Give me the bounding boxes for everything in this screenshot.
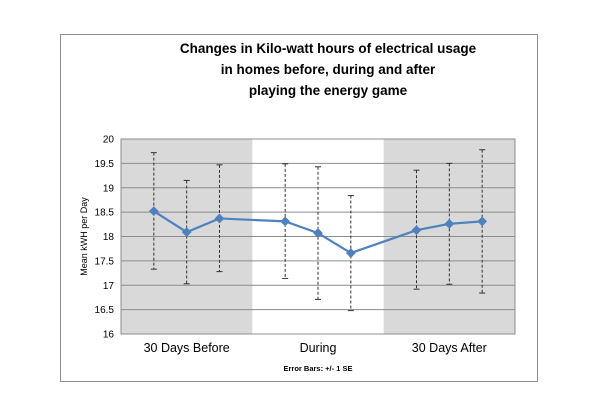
data-point bbox=[313, 228, 323, 238]
chart-title-line: Changes in Kilo-watt hours of electrical… bbox=[180, 41, 477, 56]
error-bar-note: Error Bars: +/- 1 SE bbox=[284, 364, 353, 373]
y-tick-label: 17 bbox=[103, 281, 115, 292]
y-tick-label: 18 bbox=[103, 232, 115, 243]
y-tick-label: 18.5 bbox=[95, 208, 115, 219]
data-point bbox=[280, 216, 291, 227]
data-point bbox=[345, 248, 356, 258]
x-category-label: 30 Days After bbox=[412, 341, 487, 355]
x-category-label: During bbox=[300, 341, 337, 355]
y-axis-label: Mean kWH per Day bbox=[79, 197, 89, 276]
x-category-label: 30 Days Before bbox=[144, 341, 230, 355]
data-point bbox=[444, 218, 455, 229]
y-tick-label: 16 bbox=[103, 330, 115, 341]
line-chart: Changes in Kilo-watt hours of electrical… bbox=[79, 41, 516, 373]
y-tick-label: 19.5 bbox=[95, 159, 115, 170]
data-point bbox=[477, 216, 488, 227]
chart-title-line: in homes before, during and after bbox=[221, 62, 436, 77]
data-point bbox=[411, 225, 422, 236]
chart-frame: Changes in Kilo-watt hours of electrical… bbox=[60, 34, 538, 382]
y-tick-label: 20 bbox=[103, 135, 115, 146]
y-tick-label: 16.5 bbox=[95, 305, 115, 316]
y-tick-label: 17.5 bbox=[95, 256, 115, 267]
chart-title: Changes in Kilo-watt hours of electrical… bbox=[180, 41, 477, 98]
y-tick-label: 19 bbox=[103, 183, 115, 194]
chart-title-line: playing the energy game bbox=[249, 83, 408, 98]
plot-area bbox=[120, 138, 516, 335]
data-point bbox=[181, 227, 192, 238]
data-point bbox=[148, 206, 159, 217]
data-point bbox=[214, 213, 225, 224]
